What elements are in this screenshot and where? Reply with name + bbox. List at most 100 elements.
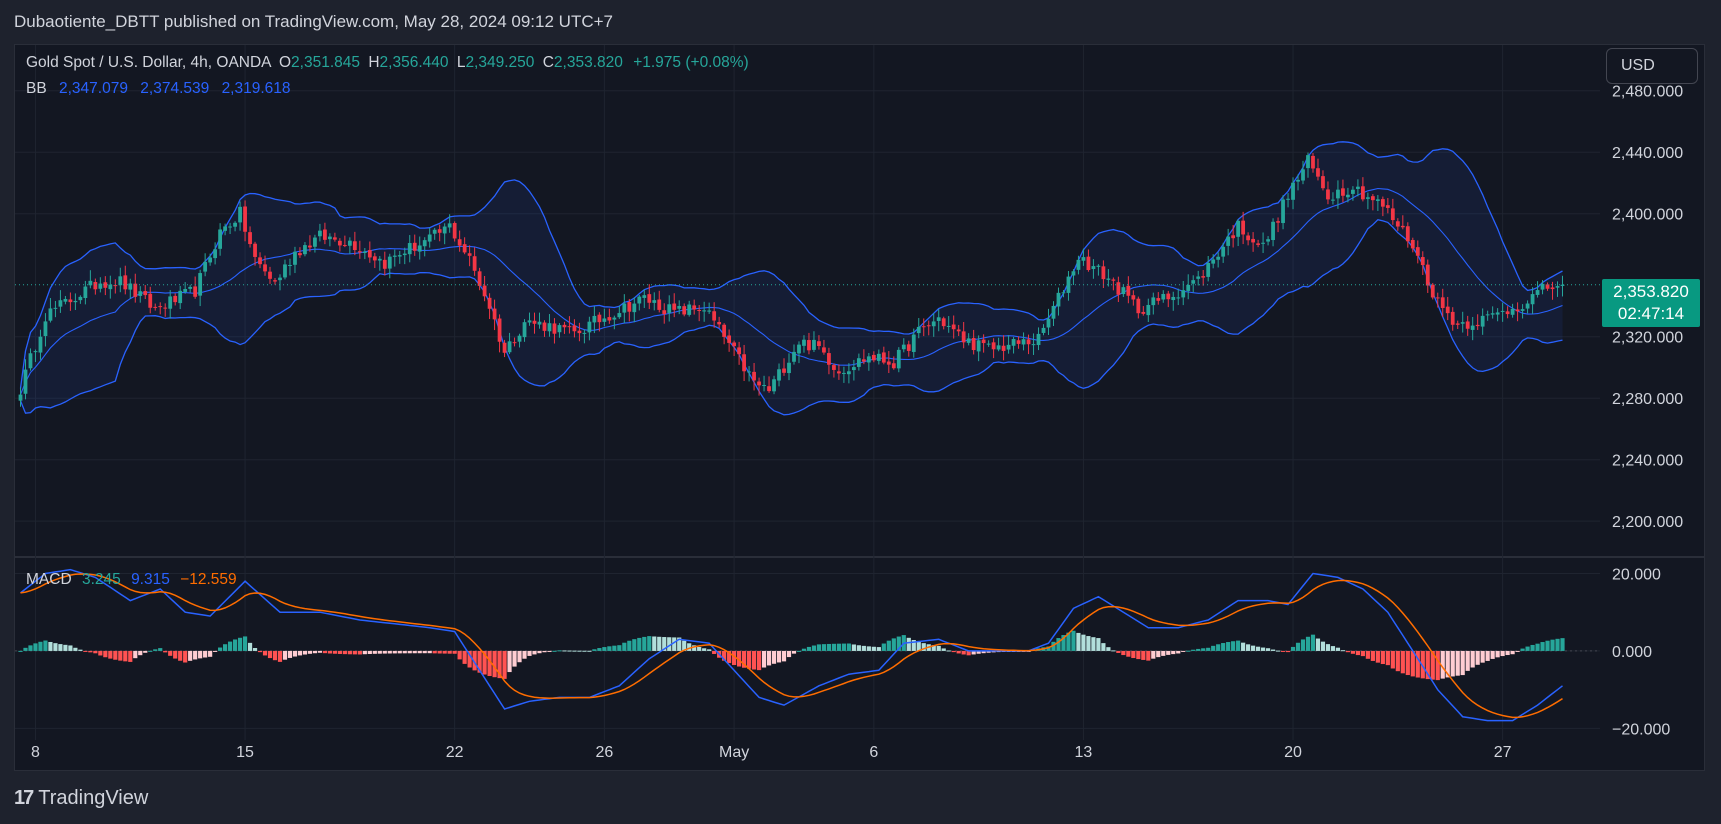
candle-body	[243, 206, 247, 232]
macd-histogram-bar	[746, 650, 752, 669]
macd-histogram-bar	[317, 650, 323, 653]
candle-body	[1016, 340, 1021, 344]
macd-histogram-bar	[1555, 638, 1560, 651]
macd-histogram-bar	[956, 650, 961, 654]
candle-body	[517, 335, 522, 342]
macd-histogram-bar	[1186, 650, 1191, 652]
candle-body	[1171, 296, 1176, 301]
candle-body	[702, 310, 707, 312]
bollinger-bands	[19, 141, 1563, 416]
candle-body	[1206, 262, 1211, 277]
macd-histogram-bar	[941, 648, 946, 651]
candle-body	[946, 325, 951, 327]
macd-histogram-bar	[1156, 650, 1161, 658]
candle-body	[886, 361, 891, 365]
candle-body	[402, 253, 407, 256]
macd-histogram-bar	[1206, 647, 1211, 651]
macd-histogram-bar	[1076, 632, 1081, 651]
macd-histogram-bar	[697, 646, 702, 651]
candle-body	[677, 305, 682, 309]
macd-histogram-bar	[562, 650, 567, 652]
candle-body	[268, 271, 272, 279]
macd-histogram-bar	[1480, 650, 1485, 663]
macd-histogram-bar	[647, 636, 652, 651]
candle-body	[1370, 196, 1375, 201]
candle-body	[472, 256, 477, 271]
macd-histogram-bar	[911, 640, 916, 651]
macd-histogram-bar	[392, 650, 397, 654]
high-label: H	[368, 54, 380, 71]
candle-body	[48, 308, 53, 321]
candle-body	[1061, 292, 1066, 294]
macd-histogram-bar	[1231, 641, 1236, 651]
macd-histogram-bar	[502, 650, 507, 679]
candle-body	[1311, 155, 1315, 169]
candle-body	[901, 344, 906, 350]
candle-body	[1560, 284, 1565, 286]
macd-histogram-bar	[1056, 638, 1061, 651]
bb-legend: BB 2,347.079 2,374.539 2,319.618	[26, 80, 291, 98]
macd-histogram-bar	[447, 650, 452, 654]
candle-body	[457, 239, 462, 246]
macd-histogram-bar	[976, 650, 981, 654]
candle-body	[98, 283, 103, 289]
candle-body	[337, 240, 342, 246]
candle-body	[896, 349, 901, 369]
macd-histogram-bar	[227, 641, 233, 651]
candle-body	[612, 317, 617, 320]
macd-histogram-bar	[1066, 632, 1071, 651]
candle-body	[527, 320, 532, 323]
macd-histogram-bar	[507, 650, 512, 673]
candle-body	[1081, 257, 1086, 261]
macd-histogram-bar	[437, 650, 442, 654]
candle-body	[1505, 311, 1510, 315]
candle-body	[1535, 290, 1540, 295]
candle-body	[447, 223, 452, 228]
currency-button[interactable]: USD	[1606, 48, 1698, 84]
candle-body	[128, 283, 133, 290]
macd-histogram-bar	[572, 650, 577, 652]
candle-body	[213, 249, 218, 259]
macd-histogram-bar	[407, 650, 412, 654]
macd-histogram-bar	[362, 650, 367, 655]
macd-histogram-bar	[1191, 649, 1196, 651]
macd-histogram-bar	[1485, 650, 1490, 661]
macd-histogram-bar	[487, 650, 492, 677]
macd-histogram-bar	[1440, 650, 1445, 679]
macd-histogram-bar	[542, 650, 547, 653]
macd-histogram-bar	[811, 645, 817, 651]
macd-histogram-bar	[1196, 648, 1201, 651]
macd-histogram-bar	[1335, 647, 1341, 651]
macd-histogram-bar	[961, 650, 966, 655]
candle-body	[1455, 323, 1460, 325]
candle-body	[188, 286, 193, 289]
footer-brand[interactable]: 17 TradingView	[14, 786, 148, 810]
candle-body	[672, 303, 677, 310]
macd-histogram-bar	[552, 650, 557, 652]
candle-body	[278, 277, 282, 281]
macd-histogram-bar	[776, 650, 782, 663]
candles	[15, 152, 1600, 407]
candle-body	[113, 285, 118, 287]
macd-histogram-bar	[377, 650, 382, 654]
macd-histogram-bar	[517, 650, 522, 663]
candle-body	[512, 342, 517, 344]
macd-histogram-bar	[158, 648, 163, 651]
candle-body	[1031, 344, 1036, 346]
macd-histogram-bar	[342, 650, 347, 655]
macd-histogram-bar	[1300, 639, 1306, 651]
candle-body	[1251, 238, 1256, 243]
candle-body	[208, 257, 213, 263]
candle-body	[1091, 266, 1096, 270]
candle-body	[777, 369, 781, 381]
macd-histogram-bar	[1540, 642, 1545, 651]
macd-histogram-bar	[1310, 634, 1316, 651]
candle-body	[737, 347, 741, 355]
bb-upper-value: 2,374.539	[140, 80, 210, 97]
macd-histogram-bar	[242, 636, 248, 651]
macd-histogram-bar	[1181, 650, 1186, 652]
candle-body	[1415, 247, 1420, 256]
candle-body	[687, 304, 692, 315]
candle-body	[787, 362, 791, 374]
